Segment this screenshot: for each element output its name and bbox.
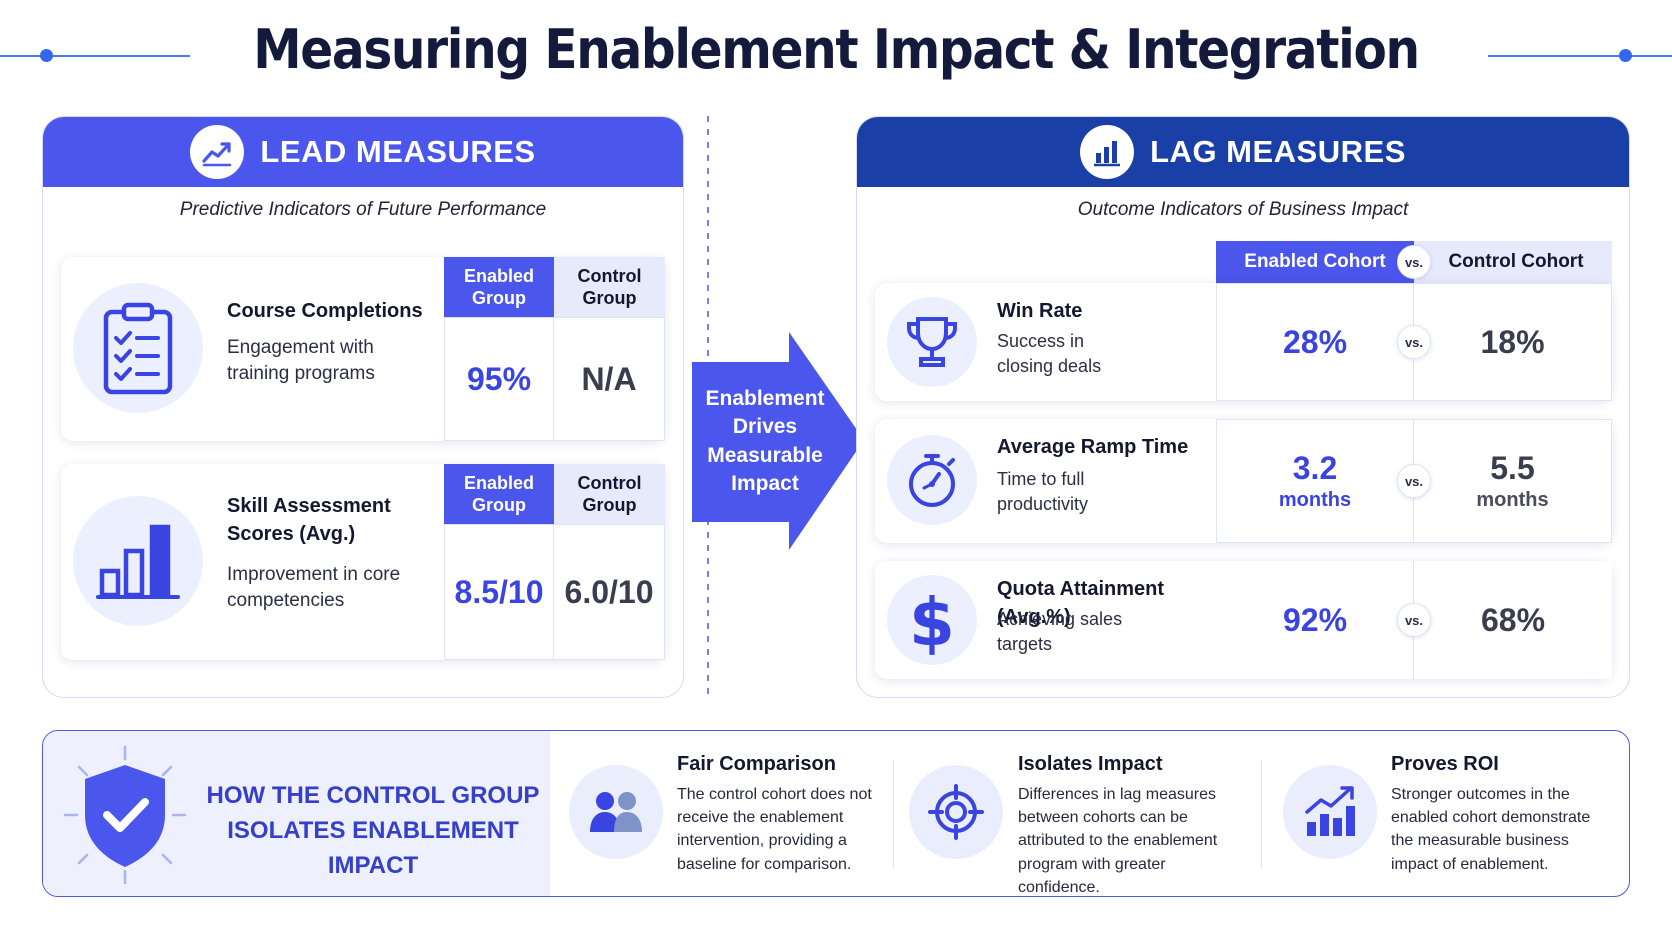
- trend-line-icon: [190, 125, 245, 179]
- page-title: Measuring Enablement Impact & Integratio…: [253, 18, 1420, 81]
- enabled-value-cell: 28%: [1216, 283, 1414, 401]
- enabled-value-cell: 95%: [444, 317, 554, 441]
- control-value-cell: 18%: [1413, 283, 1612, 401]
- control-value-cell: 5.5 months: [1413, 419, 1612, 543]
- enablement-arrow: [692, 332, 864, 550]
- control-value-cell: N/A: [553, 317, 665, 441]
- feature-description: The control cohort does not receive the …: [677, 786, 872, 873]
- feature-title: Fair Comparison: [677, 753, 836, 775]
- metric-description: Success in closing deals: [997, 331, 1102, 376]
- vs-badge: vs.: [1397, 603, 1431, 637]
- lead-row-skill-assessment: Skill Assessment Scores (Avg.) Improveme…: [61, 464, 665, 660]
- control-group-banner: HOW THE CONTROL GROUP ISOLATES ENABLEMEN…: [42, 730, 1630, 897]
- control-value-cell: 68%: [1414, 561, 1612, 679]
- lag-measures-header: LAG MEASURES: [857, 117, 1629, 187]
- stopwatch-icon: [887, 435, 977, 525]
- title-decoration-dot-left: [40, 49, 53, 62]
- metric-title: Average Ramp Time: [997, 436, 1189, 458]
- lead-measures-panel: LEAD MEASURES Predictive Indicators of F…: [42, 116, 684, 698]
- lag-measures-heading: LAG MEASURES: [1150, 134, 1406, 169]
- column-header-control-group: Control Group: [554, 257, 665, 317]
- feature-title: Isolates Impact: [1018, 753, 1163, 775]
- metric-description: Improvement in core competencies: [227, 564, 401, 612]
- feature-description: Differences in lag measures between coho…: [1018, 786, 1218, 896]
- bar-chart-icon: [1080, 125, 1135, 179]
- feature-title: Proves ROI: [1391, 753, 1499, 775]
- svg-text:$: $: [909, 585, 955, 655]
- column-header-enabled-cohort: Enabled Cohort: [1216, 241, 1414, 283]
- metric-title: Course Completions: [227, 300, 423, 322]
- feature-divider: [1261, 761, 1262, 869]
- vs-badge: vs.: [1397, 245, 1431, 279]
- column-header-control-group: Control Group: [554, 464, 665, 524]
- trophy-icon: [887, 297, 977, 387]
- metric-description: Achieving sales targets: [997, 609, 1123, 654]
- metric-description: Time to full productivity: [997, 469, 1089, 514]
- lag-row-quota-attainment: $ Quota Attainment (Avg.%) Achieving sal…: [875, 561, 1612, 679]
- lead-measures-header: LEAD MEASURES: [43, 117, 683, 187]
- lag-measures-panel: LAG MEASURES Outcome Indicators of Busin…: [856, 116, 1630, 698]
- growth-chart-icon: [1283, 765, 1377, 859]
- metric-description: Engagement with training programs: [227, 337, 375, 385]
- banner-heading: HOW THE CONTROL GROUP ISOLATES ENABLEMEN…: [206, 782, 540, 879]
- enabled-value: 3.2: [1292, 450, 1338, 486]
- control-value: 68%: [1480, 601, 1546, 638]
- lead-measures-subtitle: Predictive Indicators of Future Performa…: [179, 199, 547, 220]
- control-unit: months: [1476, 489, 1549, 511]
- column-header-enabled-group: Enabled Group: [444, 257, 554, 317]
- feature-description: Stronger outcomes in the enabled cohort …: [1391, 786, 1591, 873]
- title-decoration-dot-right: [1619, 49, 1632, 62]
- metric-title: Skill Assessment Scores (Avg.): [227, 495, 391, 545]
- enabled-value: 92%: [1282, 601, 1348, 638]
- metric-title: Win Rate: [997, 300, 1083, 322]
- feature-divider: [893, 761, 894, 869]
- people-icon: [569, 765, 663, 859]
- lag-row-win-rate: Win Rate Success in closing deals 28% 18…: [875, 283, 1612, 401]
- enabled-value: 28%: [1282, 323, 1348, 360]
- shield-check-icon: [63, 745, 187, 885]
- control-value: 5.5: [1490, 450, 1535, 486]
- clipboard-checklist-icon: [73, 283, 203, 413]
- control-value: N/A: [581, 360, 637, 397]
- vs-badge: vs.: [1397, 325, 1431, 359]
- target-icon: [909, 765, 1003, 859]
- title-decoration-right: [1488, 55, 1672, 57]
- lag-row-ramp-time: Average Ramp Time Time to full productiv…: [875, 419, 1612, 543]
- control-value: 6.0/10: [564, 573, 654, 610]
- control-value: 18%: [1480, 323, 1545, 360]
- enabled-unit: months: [1278, 489, 1352, 511]
- enabled-value: 8.5/10: [454, 573, 544, 610]
- lag-measures-subtitle: Outcome Indicators of Business Impact: [1077, 199, 1409, 220]
- enabled-value-cell: 92%: [1216, 561, 1414, 679]
- metric-title: Quota Attainment (Avg.%): [997, 578, 1165, 628]
- lead-measures-heading: LEAD MEASURES: [260, 134, 536, 169]
- column-header-control-cohort: Control Cohort: [1414, 241, 1612, 283]
- enabled-value-cell: 8.5/10: [444, 524, 554, 660]
- bar-chart-icon: [73, 496, 203, 626]
- arrow-label: Enablement Drives Measurable Impact: [705, 387, 825, 496]
- enabled-value: 95%: [466, 360, 532, 397]
- column-header-enabled-group: Enabled Group: [444, 464, 554, 524]
- dollar-icon: $: [887, 575, 977, 665]
- lead-row-course-completions: Course Completions Engagement with train…: [61, 257, 665, 441]
- vs-badge: vs.: [1397, 464, 1431, 498]
- title-decoration-left: [0, 55, 190, 57]
- enabled-value-cell: 3.2 months: [1216, 419, 1414, 543]
- control-value-cell: 6.0/10: [553, 524, 665, 660]
